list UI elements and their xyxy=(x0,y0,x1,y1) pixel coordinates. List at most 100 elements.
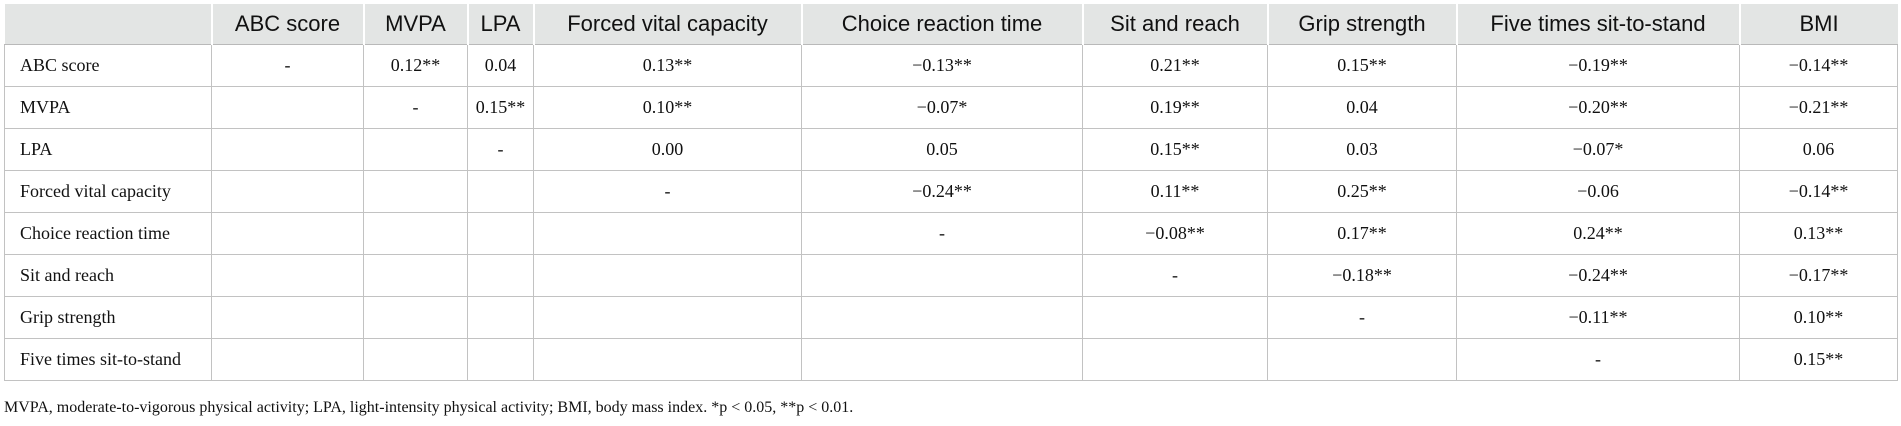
header-row: ABC score MVPA LPA Forced vital capacity… xyxy=(4,4,1898,45)
correlation-table-container: ABC score MVPA LPA Forced vital capacity… xyxy=(4,4,1898,381)
table-cell: −0.18** xyxy=(1267,254,1457,297)
header-cell-corner xyxy=(4,4,213,45)
header-cell-grip-strength: Grip strength xyxy=(1267,4,1458,45)
table-cell: −0.06 xyxy=(1456,170,1740,213)
table-cell: 0.15** xyxy=(467,86,534,129)
table-cell: 0.17** xyxy=(1267,212,1457,255)
row-label: Five times sit-to-stand xyxy=(4,338,212,381)
table-cell xyxy=(801,254,1083,297)
table-cell: - xyxy=(801,212,1083,255)
table-cell xyxy=(467,212,534,255)
header-cell-bmi: BMI xyxy=(1739,4,1898,45)
table-cell xyxy=(211,338,364,381)
table-cell: −0.17** xyxy=(1739,254,1898,297)
table-cell xyxy=(467,296,534,339)
table-cell xyxy=(211,86,364,129)
table-cell: 0.04 xyxy=(467,44,534,87)
table-body: ABC score -0.12** 0.04 0.13** −0.13** 0.21** 0… xyxy=(4,44,1898,381)
table-cell: 0.11** xyxy=(1082,170,1268,213)
table-cell xyxy=(363,212,468,255)
table-cell: 0.24** xyxy=(1456,212,1740,255)
table-cell: - xyxy=(363,86,468,129)
row-label: Grip strength xyxy=(4,296,212,339)
table-cell: 0.13** xyxy=(533,44,802,87)
table-cell: 0.10** xyxy=(533,86,802,129)
table-cell xyxy=(363,254,468,297)
table-cell: −0.20** xyxy=(1456,86,1740,129)
row-label: Choice reaction time xyxy=(4,212,212,255)
table-cell xyxy=(801,296,1083,339)
table-cell xyxy=(363,128,468,171)
row-label: Sit and reach xyxy=(4,254,212,297)
table-row: ABC score -0.12** 0.04 0.13** −0.13** 0.21** 0… xyxy=(4,44,1898,87)
table-cell: −0.14** xyxy=(1739,170,1898,213)
table-row: LPA -0.00 0.05 0.15** 0.03 −0.07* 0.06 xyxy=(4,128,1898,171)
table-cell xyxy=(467,338,534,381)
table-cell xyxy=(211,170,364,213)
table-cell xyxy=(1082,296,1268,339)
table-row: Sit and reach - −0.18** −0.24** −0.17** xyxy=(4,254,1898,297)
table-cell: −0.07* xyxy=(801,86,1083,129)
table-row: Forced vital capacity - −0.24** 0.11** 0.25*… xyxy=(4,170,1898,213)
header-cell-lpa: LPA xyxy=(467,4,535,45)
table-cell xyxy=(467,254,534,297)
header-cell-forced-vital-capacity: Forced vital capacity xyxy=(533,4,803,45)
table-cell: −0.19** xyxy=(1456,44,1740,87)
table-row: Five times sit-to-stand -0.15** xyxy=(4,338,1898,381)
header-cell-sit-and-reach: Sit and reach xyxy=(1082,4,1269,45)
table-cell: 0.15** xyxy=(1267,44,1457,87)
table-cell xyxy=(211,254,364,297)
table-cell: −0.08** xyxy=(1082,212,1268,255)
correlation-table: ABC score MVPA LPA Forced vital capacity… xyxy=(4,4,1898,381)
row-label: LPA xyxy=(4,128,212,171)
header-cell-abc-score: ABC score xyxy=(211,4,365,45)
table-cell: 0.19** xyxy=(1082,86,1268,129)
table-cell: 0.15** xyxy=(1082,128,1268,171)
table-cell xyxy=(211,296,364,339)
table-cell: - xyxy=(211,44,364,87)
table-row: MVPA -0.15** 0.10** −0.07* 0.19** 0.04 −0.20**… xyxy=(4,86,1898,129)
table-footnote: MVPA, moderate-to-vigorous physical acti… xyxy=(4,399,854,416)
table-cell: 0.13** xyxy=(1739,212,1898,255)
header-cell-five-times-sit-to-stand: Five times sit-to-stand xyxy=(1456,4,1741,45)
table-cell xyxy=(363,338,468,381)
table-cell: 0.12** xyxy=(363,44,468,87)
table-cell xyxy=(1082,338,1268,381)
table-cell: 0.15** xyxy=(1739,338,1898,381)
table-cell xyxy=(363,170,468,213)
table-cell xyxy=(533,296,802,339)
table-row: Choice reaction time - −0.08** 0.17** 0.24**… xyxy=(4,212,1898,255)
row-label: Forced vital capacity xyxy=(4,170,212,213)
header-cell-choice-reaction-time: Choice reaction time xyxy=(801,4,1084,45)
table-cell: 0.03 xyxy=(1267,128,1457,171)
table-cell xyxy=(211,128,364,171)
table-cell: 0.00 xyxy=(533,128,802,171)
table-cell: 0.21** xyxy=(1082,44,1268,87)
table-cell: −0.07* xyxy=(1456,128,1740,171)
table-cell: −0.13** xyxy=(801,44,1083,87)
table-cell: 0.05 xyxy=(801,128,1083,171)
table-cell xyxy=(533,254,802,297)
table-cell: −0.24** xyxy=(801,170,1083,213)
table-cell xyxy=(363,296,468,339)
table-cell: - xyxy=(1456,338,1740,381)
table-cell xyxy=(211,212,364,255)
table-cell: 0.10** xyxy=(1739,296,1898,339)
table-cell xyxy=(1267,338,1457,381)
table-row: Grip strength - −0.11** 0.10** xyxy=(4,296,1898,339)
table-cell: - xyxy=(1267,296,1457,339)
table-cell xyxy=(533,212,802,255)
table-cell: - xyxy=(467,128,534,171)
table-cell: - xyxy=(1082,254,1268,297)
table-cell: - xyxy=(533,170,802,213)
table-cell: 0.04 xyxy=(1267,86,1457,129)
table-cell: −0.14** xyxy=(1739,44,1898,87)
row-label: MVPA xyxy=(4,86,212,129)
table-cell: 0.25** xyxy=(1267,170,1457,213)
table-cell: −0.24** xyxy=(1456,254,1740,297)
table-cell xyxy=(533,338,802,381)
header-cell-mvpa: MVPA xyxy=(363,4,469,45)
table-cell: −0.21** xyxy=(1739,86,1898,129)
table-cell: −0.11** xyxy=(1456,296,1740,339)
table-cell xyxy=(467,170,534,213)
